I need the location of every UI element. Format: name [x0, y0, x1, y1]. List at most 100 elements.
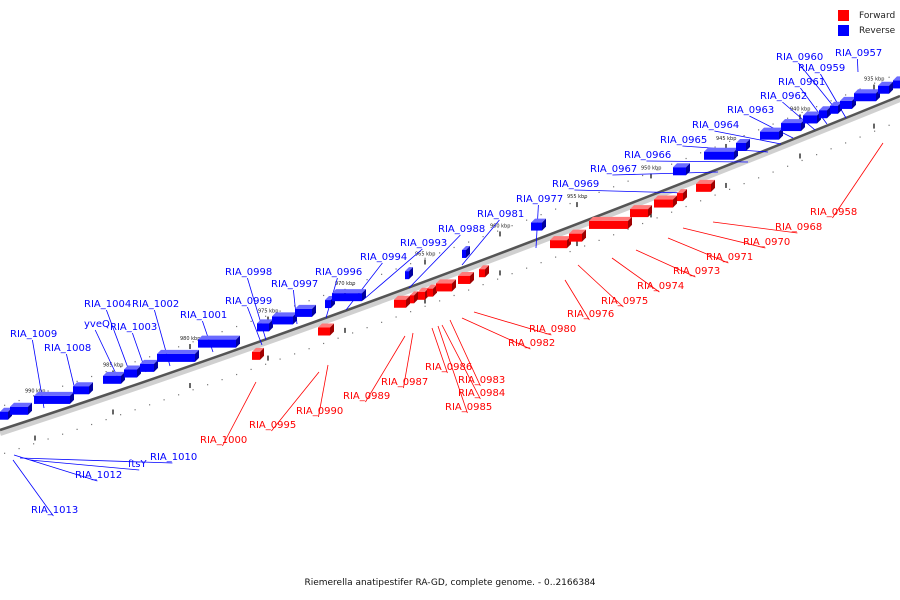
- dot-mark: [62, 385, 64, 387]
- dot-mark: [569, 250, 571, 253]
- gene-label: RIA_0975: [601, 296, 648, 307]
- reverse-gene-block: [405, 267, 413, 280]
- gene-label: RIA_0985: [445, 402, 492, 413]
- dot-mark: [18, 399, 20, 402]
- reverse-gene-block: [332, 289, 366, 302]
- label-leader-line: [461, 219, 500, 266]
- forward-gene-block: [410, 291, 418, 304]
- reverse-gene-block: [10, 402, 32, 415]
- gene-label: RIA_0957: [835, 48, 882, 59]
- dot-mark: [526, 219, 528, 221]
- dot-mark: [627, 180, 629, 182]
- dot-mark: [801, 159, 803, 162]
- dot-mark: [598, 191, 600, 193]
- dot-mark: [178, 394, 180, 396]
- dot-mark: [120, 414, 122, 416]
- dot-mark: [236, 325, 238, 328]
- dot-mark: [859, 136, 861, 138]
- dot-mark: [410, 311, 412, 313]
- gene-label: RIA_0971: [706, 252, 753, 263]
- label-leader-line: [820, 73, 847, 119]
- gene-label: RIA_0980: [529, 324, 576, 335]
- dot-mark: [671, 163, 673, 165]
- dot-mark: [830, 148, 832, 150]
- forward-gene-block: [479, 265, 489, 278]
- gene-label: RIA_0993: [400, 238, 447, 249]
- label-leader-line: [682, 227, 766, 249]
- dot-mark: [613, 186, 615, 188]
- gene-label: RIA_0984: [458, 388, 505, 399]
- forward-gene-block: [630, 205, 652, 218]
- dot-mark: [526, 267, 528, 269]
- dot-mark: [468, 241, 470, 243]
- reverse-gene-block: [140, 359, 158, 372]
- legend-forward: Forward: [838, 8, 895, 23]
- label-leader-line: [798, 62, 839, 113]
- dot-mark: [337, 337, 339, 339]
- dot-mark: [352, 284, 354, 286]
- label-leader-line: [832, 142, 884, 219]
- dot-mark: [772, 123, 774, 125]
- dot-mark: [700, 152, 702, 154]
- dot-mark: [294, 353, 296, 355]
- dot-mark: [149, 404, 151, 406]
- dot-mark: [207, 384, 209, 386]
- gene-label: RIA_0987: [381, 377, 428, 388]
- dot-mark: [192, 389, 194, 391]
- dot-mark: [91, 423, 93, 426]
- dot-mark: [859, 88, 861, 90]
- dot-mark: [613, 234, 615, 236]
- gene-label: RIA_0959: [798, 63, 845, 74]
- dot-mark: [308, 348, 310, 350]
- dot-mark: [845, 94, 847, 96]
- dot-mark: [874, 130, 876, 132]
- dot-mark: [178, 346, 180, 348]
- gene-label: RIA_0976: [567, 309, 614, 320]
- dot-mark: [453, 246, 455, 249]
- dot-mark: [221, 379, 223, 381]
- label-leader-line: [365, 335, 406, 403]
- dot-mark: [540, 262, 542, 264]
- label-leader-line: [431, 327, 448, 374]
- gene-label: RIA_0962: [760, 91, 807, 102]
- tick-label: 950 kbp: [641, 165, 661, 171]
- gene-label: RIA_0965: [660, 135, 707, 146]
- dot-mark: [236, 373, 238, 376]
- dot-mark: [700, 200, 702, 202]
- dot-mark: [163, 399, 165, 401]
- gene-label: RIA_0988: [438, 224, 485, 235]
- gene-label: RIA_0960: [776, 52, 823, 63]
- gene-label: yveQ: [84, 319, 110, 330]
- dot-mark: [584, 245, 586, 247]
- dot-mark: [671, 211, 673, 213]
- reverse-gene-block: [704, 147, 738, 160]
- gene-label: RIA_0973: [673, 266, 720, 277]
- tick-label: 990 kbp: [25, 389, 45, 395]
- label-leader-line: [362, 248, 423, 301]
- dot-mark: [874, 82, 876, 84]
- dot-mark: [627, 228, 629, 230]
- dot-mark: [555, 256, 557, 258]
- label-leader-line: [611, 257, 660, 293]
- gene-label: RIA_0997: [271, 279, 318, 290]
- dot-mark: [62, 433, 64, 435]
- gene-label: RIA_0969: [552, 179, 599, 190]
- reverse-gene-block: [257, 319, 273, 332]
- dot-mark: [830, 100, 832, 102]
- gene-label: RIA_1000: [200, 435, 247, 446]
- label-leader-line: [408, 234, 461, 289]
- gene-label: RIA_1010: [150, 452, 197, 463]
- gene-label: RIA_0974: [637, 281, 684, 292]
- dot-mark: [482, 284, 484, 286]
- gene-label: ftsY: [128, 459, 147, 470]
- gene-label: RIA_0990: [296, 406, 343, 417]
- forward-gene-block: [458, 271, 474, 284]
- legend-reverse: Reverse: [838, 23, 895, 38]
- gene-label: RIA_0983: [458, 375, 505, 386]
- reverse-gene-block: [736, 139, 750, 152]
- dot-mark: [511, 225, 513, 227]
- gene-label: RIA_0994: [360, 252, 407, 263]
- dot-mark: [308, 300, 310, 302]
- dot-mark: [569, 202, 571, 205]
